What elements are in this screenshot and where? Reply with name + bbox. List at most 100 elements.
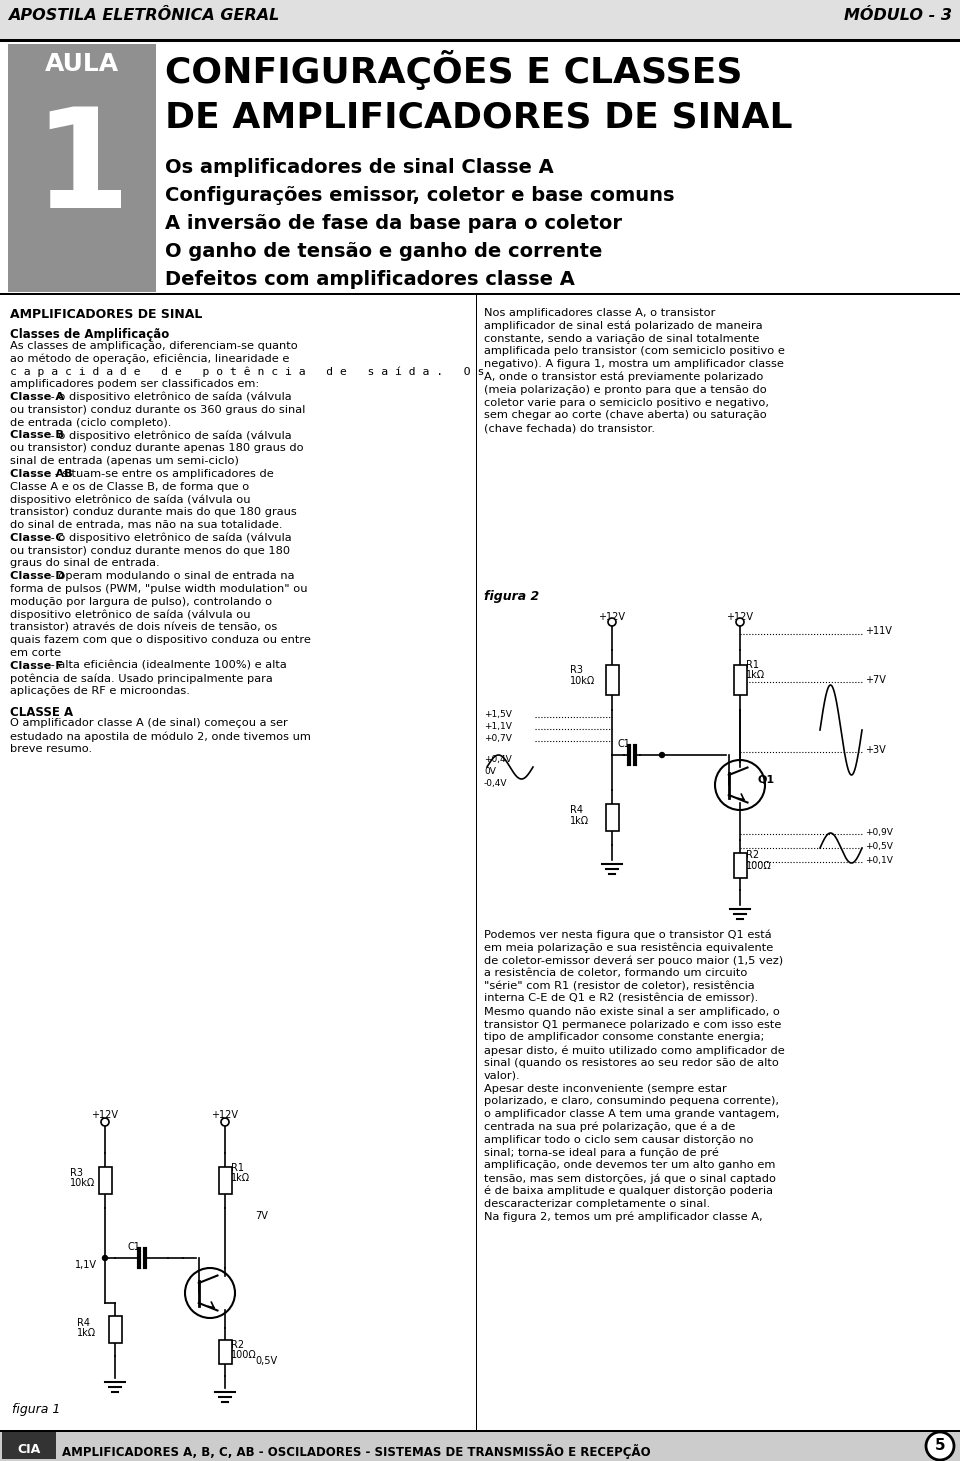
Text: o amplificador classe A tem uma grande vantagem,: o amplificador classe A tem uma grande v… (484, 1109, 780, 1119)
Text: figura 1: figura 1 (12, 1403, 60, 1416)
Text: As classes de amplificação, diferenciam-se quanto: As classes de amplificação, diferenciam-… (10, 340, 298, 351)
Text: +11V: +11V (865, 625, 892, 636)
Text: valor).: valor). (484, 1071, 520, 1081)
Text: 10kΩ: 10kΩ (70, 1178, 95, 1188)
Text: +3V: +3V (865, 745, 886, 755)
Bar (476, 294, 477, 1432)
Text: negativo). A figura 1, mostra um amplificador classe: negativo). A figura 1, mostra um amplifi… (484, 359, 784, 370)
Text: 0V: 0V (484, 767, 496, 776)
Text: CONFIGURAÇÕES E CLASSES: CONFIGURAÇÕES E CLASSES (165, 50, 742, 91)
Text: sem chegar ao corte (chave aberta) ou saturação: sem chegar ao corte (chave aberta) ou sa… (484, 411, 767, 421)
Text: 7V: 7V (255, 1211, 268, 1221)
Text: +0,1V: +0,1V (865, 856, 893, 865)
Text: tensão, mas sem distorções, já que o sinal captado: tensão, mas sem distorções, já que o sin… (484, 1173, 776, 1183)
Text: Classes de Amplificação: Classes de Amplificação (10, 329, 169, 340)
Text: sinal de entrada (apenas um semi-ciclo): sinal de entrada (apenas um semi-ciclo) (10, 456, 239, 466)
Bar (606, 665, 618, 695)
Text: - o dispositivo eletrônico de saída (válvula: - o dispositivo eletrônico de saída (vál… (47, 392, 292, 402)
Text: transistor) através de dois níveis de tensão, os: transistor) através de dois níveis de te… (10, 622, 277, 633)
Text: 1: 1 (34, 102, 131, 237)
Text: R3: R3 (570, 665, 583, 675)
Text: dispositivo eletrônico de saída (válvula ou: dispositivo eletrônico de saída (válvula… (10, 494, 251, 506)
Text: Apesar deste inconveniente (sempre estar: Apesar deste inconveniente (sempre estar (484, 1084, 727, 1094)
Text: +0,7V: +0,7V (484, 733, 512, 744)
Text: 5: 5 (935, 1439, 946, 1454)
Bar (2, 1432, 56, 1460)
Text: a resistência de coletor, formando um circuito: a resistência de coletor, formando um ci… (484, 969, 748, 979)
Text: R2: R2 (746, 850, 759, 861)
Circle shape (926, 1432, 954, 1460)
Text: R4: R4 (77, 1318, 90, 1328)
Text: 1kΩ: 1kΩ (77, 1328, 96, 1338)
Text: Mesmo quando não existe sinal a ser amplificado, o: Mesmo quando não existe sinal a ser ampl… (484, 1007, 780, 1017)
Text: R1: R1 (746, 660, 759, 671)
Text: amplificar todo o ciclo sem causar distorção no: amplificar todo o ciclo sem causar disto… (484, 1135, 754, 1145)
Text: constante, sendo a variação de sinal totalmente: constante, sendo a variação de sinal tot… (484, 333, 759, 343)
Text: tipo de amplificador consome constante energia;: tipo de amplificador consome constante e… (484, 1033, 764, 1042)
Text: sinal (quando os resistores ao seu redor são de alto: sinal (quando os resistores ao seu redor… (484, 1058, 779, 1068)
Bar (219, 1167, 231, 1194)
Text: 0,5V: 0,5V (255, 1356, 277, 1366)
Text: transistor) conduz durante mais do que 180 graus: transistor) conduz durante mais do que 1… (10, 507, 297, 517)
Text: coletor varie para o semiciclo positivo e negativo,: coletor varie para o semiciclo positivo … (484, 397, 769, 408)
Text: O amplificador classe A (de sinal) começou a ser: O amplificador classe A (de sinal) começ… (10, 719, 288, 729)
Text: potência de saída. Usado principalmente para: potência de saída. Usado principalmente … (10, 674, 273, 684)
Text: descaracterizar completamente o sinal.: descaracterizar completamente o sinal. (484, 1199, 710, 1208)
Text: Classe D: Classe D (10, 571, 65, 581)
Bar (733, 853, 747, 878)
Text: sinal; torna-se ideal para a função de pré: sinal; torna-se ideal para a função de p… (484, 1147, 719, 1159)
Text: de entrada (ciclo completo).: de entrada (ciclo completo). (10, 418, 172, 428)
Text: aplicações de RF e microondas.: aplicações de RF e microondas. (10, 687, 190, 697)
Bar (606, 804, 618, 831)
Text: 100Ω: 100Ω (231, 1350, 256, 1360)
Text: Configurações emissor, coletor e base comuns: Configurações emissor, coletor e base co… (165, 186, 675, 205)
Text: - o dispositivo eletrônico de saída (válvula: - o dispositivo eletrônico de saída (vál… (47, 533, 292, 543)
Bar (0, 1430, 960, 1432)
Text: "série" com R1 (resistor de coletor), resistência: "série" com R1 (resistor de coletor), re… (484, 982, 755, 991)
Text: figura 2: figura 2 (484, 590, 540, 603)
Text: Na figura 2, temos um pré amplificador classe A,: Na figura 2, temos um pré amplificador c… (484, 1211, 762, 1221)
Text: R1: R1 (231, 1163, 244, 1173)
Text: amplificação, onde devemos ter um alto ganho em: amplificação, onde devemos ter um alto g… (484, 1160, 776, 1170)
Text: Podemos ver nesta figura que o transistor Q1 está: Podemos ver nesta figura que o transisto… (484, 931, 772, 941)
Bar (0, 0, 960, 39)
Text: +1,1V: +1,1V (484, 722, 512, 730)
Text: breve resumo.: breve resumo. (10, 744, 92, 754)
Text: A, onde o transistor está previamente polarizado: A, onde o transistor está previamente po… (484, 373, 763, 383)
Circle shape (221, 1118, 229, 1126)
Text: CLASSE A: CLASSE A (10, 706, 73, 719)
Text: R4: R4 (570, 805, 583, 815)
Text: dispositivo eletrônico de saída (válvula ou: dispositivo eletrônico de saída (válvula… (10, 609, 251, 619)
Text: +12V: +12V (211, 1110, 238, 1121)
Text: APOSTILA ELETRÔNICA GERAL: APOSTILA ELETRÔNICA GERAL (8, 7, 279, 23)
Text: Classe AB: Classe AB (10, 469, 73, 479)
Text: transistor Q1 permanece polarizado e com isso este: transistor Q1 permanece polarizado e com… (484, 1020, 781, 1030)
Bar (733, 665, 747, 695)
Bar (219, 1340, 231, 1365)
Text: apesar disto, é muito utilizado como amplificador de: apesar disto, é muito utilizado como amp… (484, 1045, 784, 1056)
Bar (108, 1316, 122, 1343)
Text: do sinal de entrada, mas não na sua totalidade.: do sinal de entrada, mas não na sua tota… (10, 520, 282, 530)
Circle shape (736, 618, 744, 625)
Bar (0, 294, 960, 295)
Text: - operam modulando o sinal de entrada na: - operam modulando o sinal de entrada na (47, 571, 294, 581)
Text: C1: C1 (617, 739, 631, 749)
Text: de coletor-emissor deverá ser pouco maior (1,5 vez): de coletor-emissor deverá ser pouco maio… (484, 955, 783, 966)
Text: interna C-E de Q1 e R2 (resistência de emissor).: interna C-E de Q1 e R2 (resistência de e… (484, 993, 758, 1004)
Text: - alta eficiência (idealmente 100%) e alta: - alta eficiência (idealmente 100%) e al… (47, 660, 286, 671)
Text: 1,1V: 1,1V (75, 1259, 97, 1270)
Text: estudado na apostila de módulo 2, onde tivemos um: estudado na apostila de módulo 2, onde t… (10, 730, 311, 742)
Text: +0,4V: +0,4V (484, 755, 512, 764)
Bar (0, 39, 960, 42)
Text: O ganho de tensão e ganho de corrente: O ganho de tensão e ganho de corrente (165, 243, 602, 262)
Text: 1kΩ: 1kΩ (746, 671, 765, 679)
Text: (meia polarização) e pronto para que a tensão do: (meia polarização) e pronto para que a t… (484, 384, 767, 394)
Text: quais fazem com que o dispositivo conduza ou entre: quais fazem com que o dispositivo conduz… (10, 636, 311, 646)
Text: Classe C: Classe C (10, 533, 63, 543)
Text: 100Ω: 100Ω (746, 861, 772, 871)
Text: c a p a c i d a d e   d e   p o t ê n c i a   d e   s a í d a .   O s: c a p a c i d a d e d e p o t ê n c i a … (10, 367, 485, 377)
Text: R3: R3 (70, 1167, 83, 1178)
Text: polarizado, e claro, consumindo pequena corrente),: polarizado, e claro, consumindo pequena … (484, 1096, 779, 1106)
Circle shape (660, 752, 664, 757)
Text: centrada na sua pré polarização, que é a de: centrada na sua pré polarização, que é a… (484, 1122, 735, 1132)
